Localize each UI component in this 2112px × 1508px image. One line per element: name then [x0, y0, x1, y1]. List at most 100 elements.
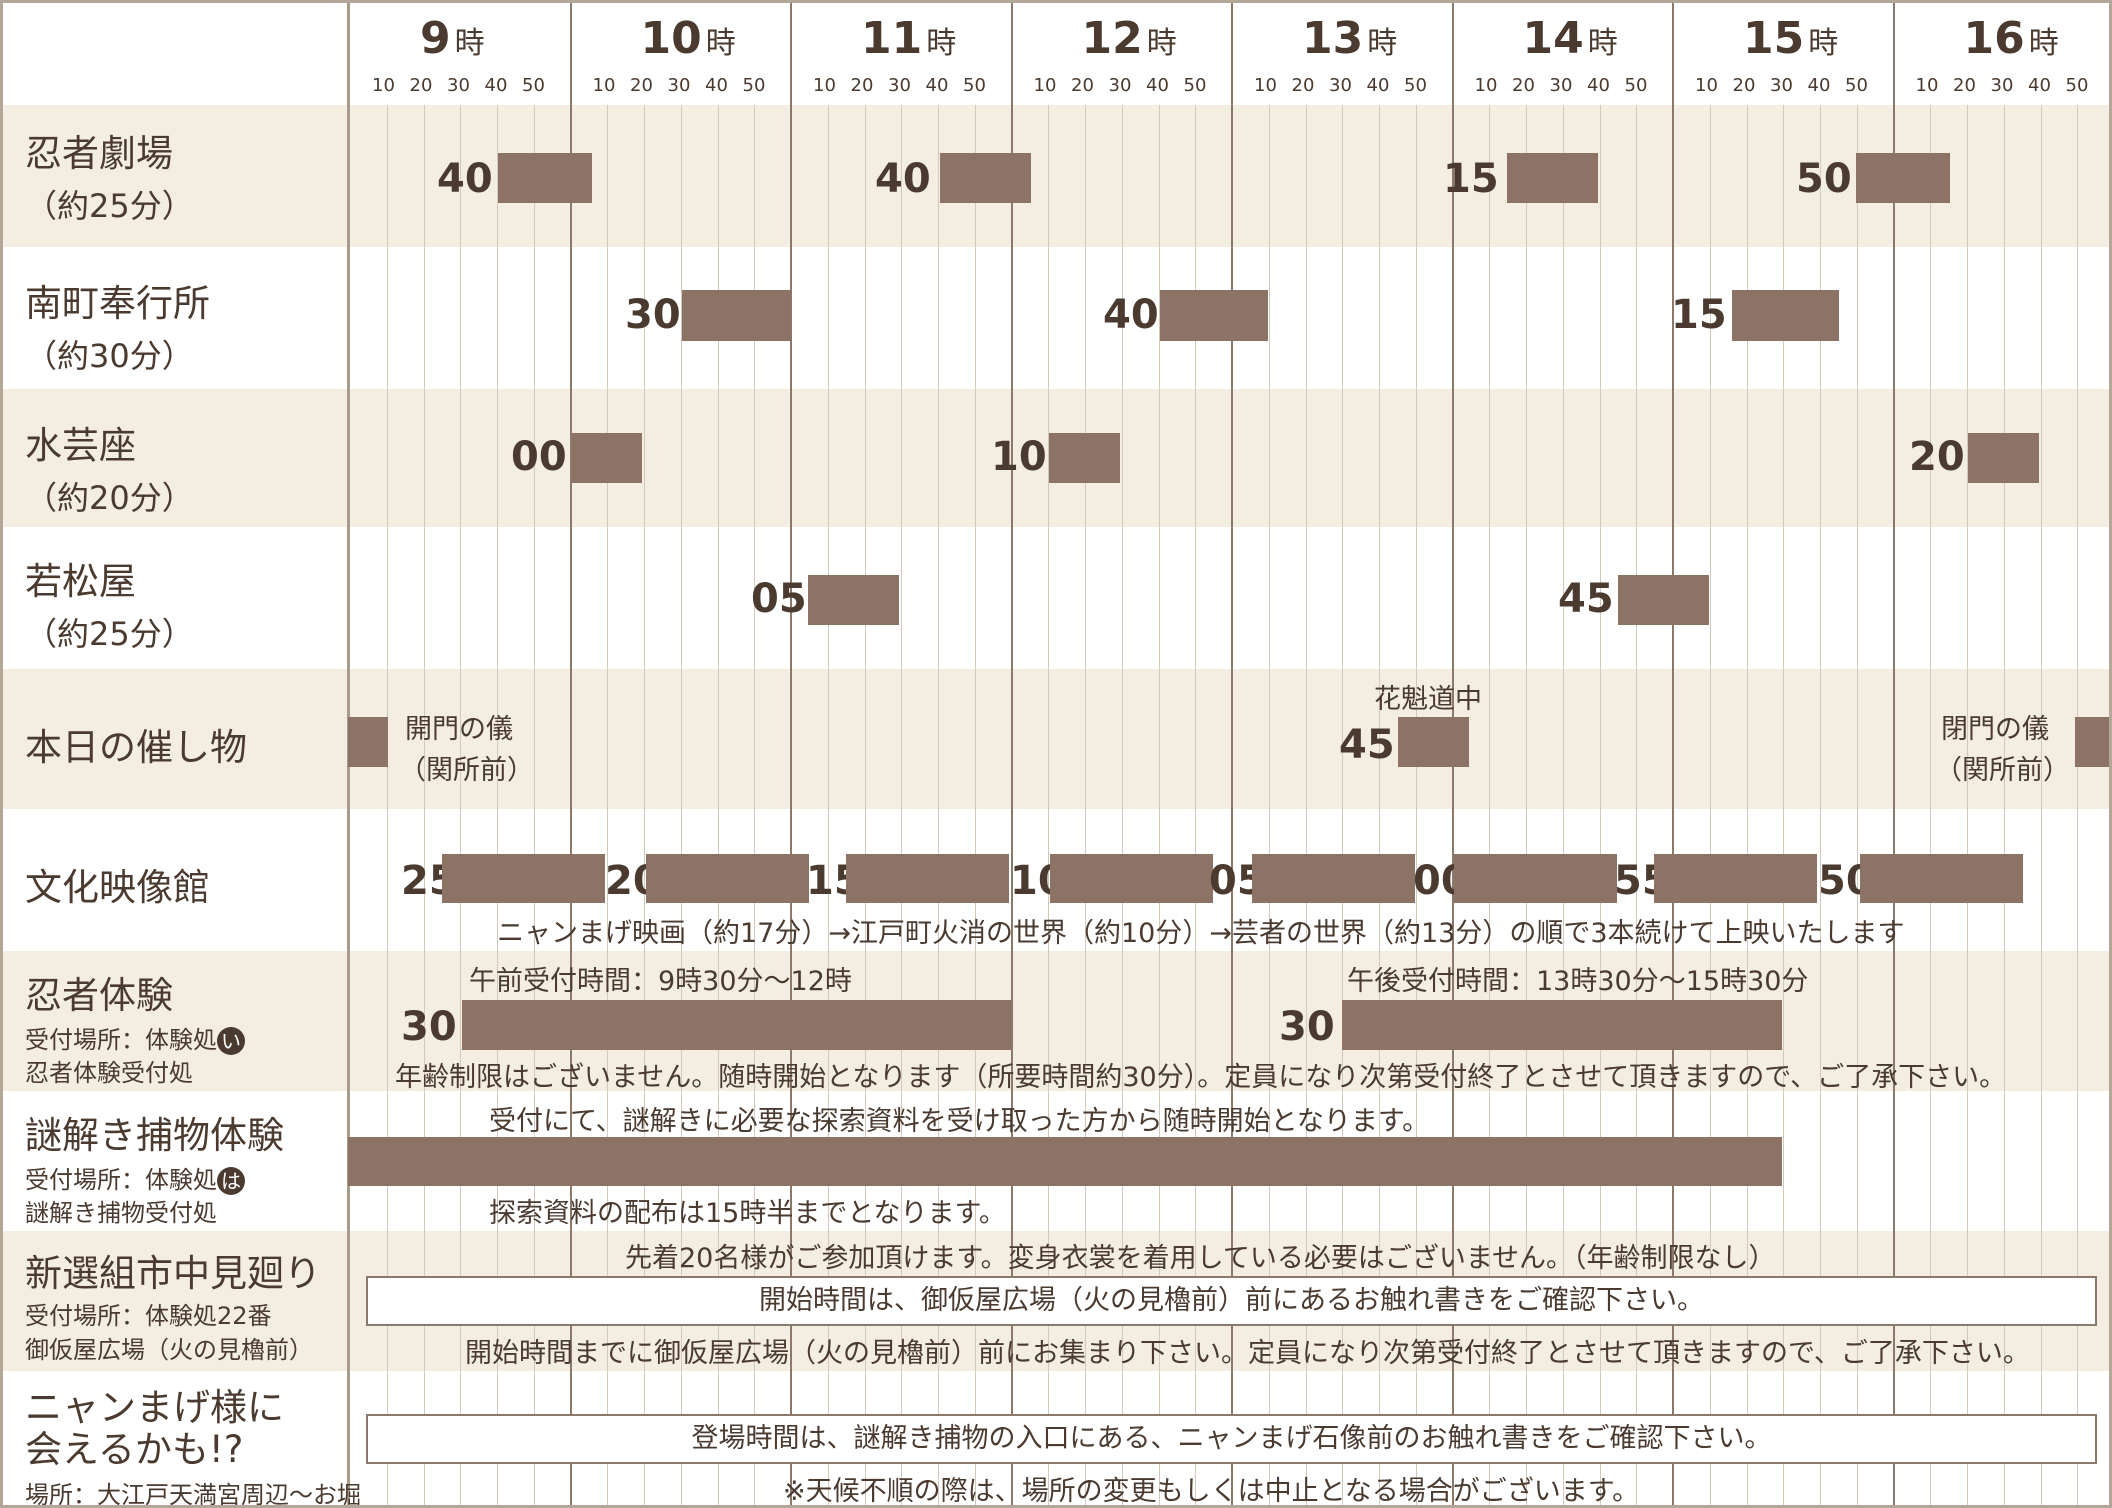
minute-tick: 50 — [522, 75, 545, 96]
hour-number: 16 — [1963, 13, 2025, 64]
hour-number: 11 — [861, 13, 923, 64]
am-session-bar — [462, 1000, 1011, 1050]
hour-gridline — [569, 3, 572, 1505]
row-title: 謎解き捕物体験 — [25, 1114, 284, 1157]
row-note: ※天候不順の際は、場所の変更もしくは中止となる場合がございます。 — [783, 1476, 1640, 1507]
row-note: 探索資料の配布は15時半までとなります。 — [489, 1198, 1006, 1229]
hour-label: 15 時 — [1743, 13, 1838, 64]
hour-label: 14 時 — [1523, 13, 1618, 64]
row-title: 忍者劇場 — [25, 132, 173, 175]
minute-gridline — [607, 105, 609, 1505]
hour-gridline — [1672, 3, 1674, 1505]
notice-box: 開始時間は、御仮屋広場（火の見櫓前）前にあるお触れ書きをご確認下さい。 — [366, 1276, 2097, 1326]
hour-gridline — [1231, 3, 1233, 1505]
hour-gridline — [1892, 3, 1895, 1505]
minute-gridline — [1526, 105, 1527, 1505]
minute-gridline — [1820, 105, 1821, 1505]
minute-gridline — [864, 105, 866, 1505]
minute-tick: 30 — [1770, 75, 1793, 96]
row-place: 受付場所：体験処い — [25, 1020, 245, 1055]
pm-session-bar — [1342, 1000, 1782, 1050]
minute-gridline — [1783, 105, 1785, 1505]
event-title: 閉門の儀 — [1941, 714, 2049, 745]
show-bar — [1049, 433, 1120, 483]
minute-tick: 10 — [1254, 75, 1277, 96]
show-bar — [1968, 433, 2039, 483]
hour-suffix: 時 — [1146, 26, 1177, 61]
show-time-label: 40 — [875, 156, 931, 202]
minute-gridline — [1930, 105, 1932, 1505]
show-bar — [498, 153, 592, 203]
hour-label: 16 時 — [1964, 13, 2059, 64]
minute-gridline — [644, 105, 645, 1505]
show-time-label: 00 — [511, 434, 567, 480]
show-time-label: 40 — [437, 156, 493, 202]
show-bar — [808, 575, 899, 625]
hour-gridline — [1010, 3, 1013, 1505]
minute-tick: 50 — [1624, 75, 1648, 96]
show-time-label: 30 — [625, 292, 681, 338]
row-note: ニャンまげ映画（約17分）→江戸町火消の世界（約10分）→芸者の世界（約13分）… — [497, 918, 1905, 949]
show-time-label: 50 — [1796, 156, 1852, 202]
minute-tick: 40 — [705, 75, 728, 96]
minute-tick: 40 — [1146, 75, 1169, 96]
minute-gridline — [1305, 105, 1307, 1505]
show-bar — [1160, 290, 1268, 341]
show-bar — [1860, 854, 2023, 903]
row-place: 忍者体験受付処 — [25, 1059, 193, 1087]
row-band-events — [3, 669, 2109, 809]
minute-gridline — [1967, 105, 1968, 1505]
minute-gridline — [497, 105, 498, 1505]
show-time-label: 45 — [1558, 576, 1614, 622]
row-title: 本日の催し物 — [25, 726, 247, 769]
row-note: 開始時間までに御仮屋広場（火の見櫓前）前にお集まり下さい。定員になり次第受付終了… — [465, 1338, 2030, 1369]
minute-gridline — [974, 105, 976, 1505]
row-place: 受付場所：体験処22番 — [25, 1302, 272, 1330]
minute-tick: 20 — [1732, 75, 1756, 96]
hour-suffix: 時 — [926, 26, 957, 61]
show-bar — [646, 854, 809, 903]
hour-number: 12 — [1081, 13, 1143, 64]
minute-tick: 30 — [1329, 75, 1352, 96]
minute-tick: 30 — [667, 75, 691, 96]
minute-gridline — [1085, 105, 1086, 1505]
place-text: 受付場所：体験処 — [25, 1026, 217, 1054]
hour-suffix: 時 — [2028, 26, 2059, 61]
minute-gridline — [1342, 105, 1344, 1505]
row-title: 忍者体験 — [25, 974, 173, 1017]
show-bar — [846, 854, 1009, 903]
event-title: 開門の儀 — [405, 714, 513, 745]
minute-gridline — [533, 105, 535, 1505]
notice-box: 登場時間は、謎解き捕物の入口にある、ニャンまげ石像前のお触れ書きをご確認下さい。 — [366, 1414, 2097, 1464]
nazotoki-bar — [348, 1137, 1782, 1186]
hour-number: 13 — [1302, 13, 1364, 64]
minute-tick: 50 — [1845, 75, 1868, 96]
minute-gridline — [1158, 105, 1160, 1505]
minute-tick: 40 — [1807, 75, 1831, 96]
place-text: 受付場所：体験処 — [25, 1166, 217, 1194]
minute-tick: 40 — [1587, 75, 1610, 96]
minute-tick: 40 — [2028, 75, 2051, 96]
show-bar — [1507, 153, 1598, 203]
minute-gridline — [1268, 105, 1270, 1505]
show-time-label: 45 — [1339, 722, 1395, 768]
minute-tick: 50 — [2065, 75, 2089, 96]
minute-tick: 30 — [1108, 75, 1132, 96]
minute-tick: 10 — [1033, 75, 1057, 96]
row-title: 水芸座 — [25, 424, 136, 467]
row-place: 受付場所：体験処は — [25, 1160, 245, 1195]
minute-tick: 50 — [1183, 75, 1207, 96]
row-title: 文化映像館 — [25, 866, 210, 909]
show-bar — [1252, 854, 1415, 903]
show-time-label: 30 — [401, 1004, 457, 1050]
minute-gridline — [2077, 105, 2079, 1505]
minute-gridline — [386, 105, 388, 1505]
event-place: （関所前） — [399, 755, 534, 786]
row-band-wakamatsuya — [3, 527, 2109, 669]
minute-tick: 20 — [1512, 75, 1535, 96]
minute-gridline — [680, 105, 682, 1505]
hour-number: 9 — [420, 13, 451, 64]
row-place: 御仮屋広場（火の見櫓前） — [25, 1336, 313, 1364]
show-time-label: 05 — [751, 576, 807, 622]
